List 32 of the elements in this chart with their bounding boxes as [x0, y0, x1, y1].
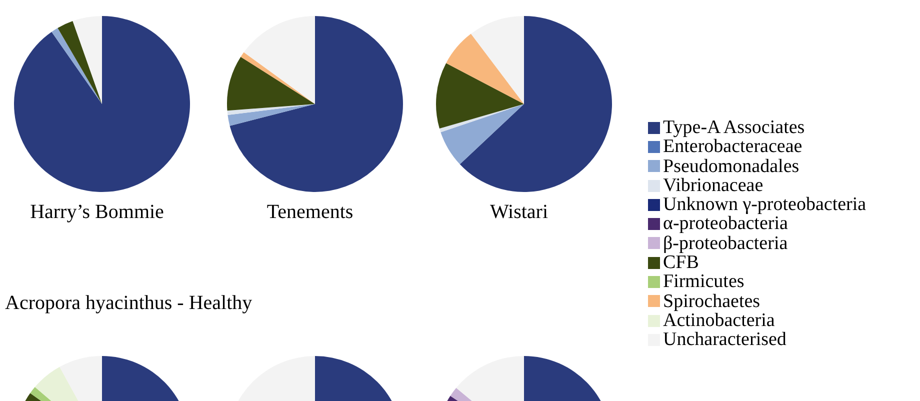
- text: Tenements: [266, 201, 354, 224]
- legend-label: Firmicutes: [663, 271, 744, 292]
- legend-label: Type-A Associates: [663, 117, 805, 138]
- legend-label: Actinobacteria: [663, 310, 775, 331]
- text: Acropora hyacinthus - Healthy: [5, 292, 252, 315]
- text: Wistari: [488, 201, 550, 224]
- pie-slice: [470, 16, 524, 104]
- legend-label: CFB: [663, 252, 699, 274]
- pie-slice: [230, 16, 403, 192]
- pie-slice: [58, 21, 102, 104]
- pie-slice: [440, 104, 524, 164]
- pie-slice: [52, 28, 102, 104]
- legend-label: Pseudomonadales: [663, 156, 800, 177]
- pie-slice: [227, 104, 315, 116]
- pie-slice: [439, 104, 524, 132]
- pie-slice: [460, 16, 612, 192]
- pie-slice: [446, 34, 524, 104]
- legend-label: Unknown γ-proteobacteria: [663, 194, 866, 216]
- legend-label: Uncharacterised: [663, 329, 786, 350]
- pie-slice: [228, 104, 315, 126]
- pie-slice: [240, 52, 315, 104]
- pie-slice: [227, 56, 315, 111]
- pie-slice: [436, 63, 524, 129]
- pie-slice: [72, 16, 102, 104]
- legend-label: β-proteobacteria: [663, 232, 788, 254]
- pie-slice: [14, 16, 190, 192]
- legend-label: Vibrionaceae: [663, 174, 764, 196]
- legend-label: Spirochaetes: [663, 290, 760, 312]
- legend-label: Enterobacteraceae: [663, 136, 802, 158]
- pie-slice: [244, 16, 315, 104]
- legend-label: α-proteobacteria: [663, 213, 788, 234]
- text: Harry’s Bommie: [29, 201, 165, 224]
